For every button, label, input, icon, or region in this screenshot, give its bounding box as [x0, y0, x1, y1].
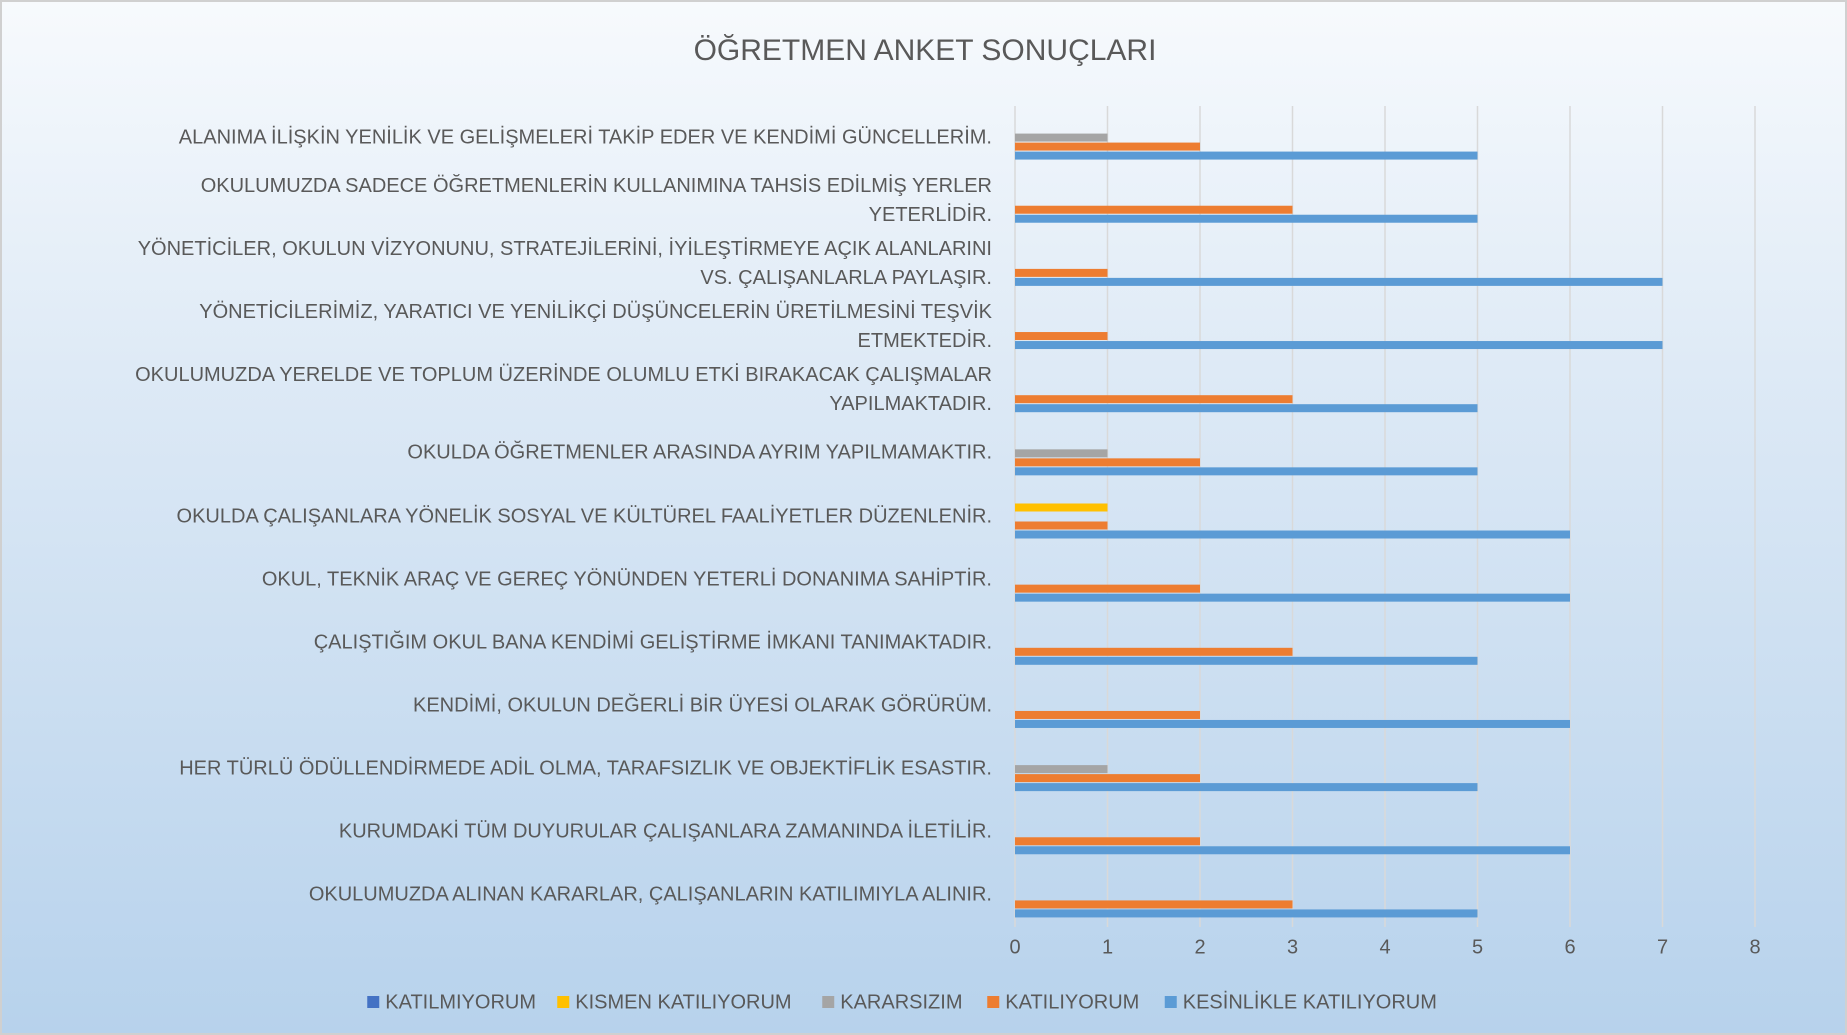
- y-tick-label: OKULUMUZDA YERELDE VE TOPLUM ÜZERİNDE OL…: [135, 364, 992, 416]
- y-tick-label: KURUMDAKİ TÜM DUYURULAR ÇALIŞANLARA ZAMA…: [338, 820, 992, 843]
- x-tick-label: 5: [1472, 936, 1483, 958]
- x-tick-label: 8: [1749, 936, 1760, 958]
- bar: [1015, 449, 1108, 458]
- bar: [1015, 900, 1293, 909]
- bar: [1015, 268, 1108, 277]
- bar: [1015, 332, 1108, 341]
- bar: [1015, 214, 1478, 223]
- bar: [1015, 133, 1108, 142]
- bar: [1015, 458, 1200, 467]
- bar: [1015, 205, 1293, 214]
- bar: [1015, 656, 1478, 665]
- y-tick-label: HER TÜRLÜ ÖDÜLLENDİRMEDE ADİL OLMA, TARA…: [179, 757, 992, 780]
- bar: [1015, 909, 1478, 918]
- legend-swatch: [557, 996, 570, 1008]
- legend-label: KISMEN KATILIYORUM: [575, 991, 791, 1013]
- y-tick-label: ÇALIŞTIĞIM OKUL BANA KENDİMİ GELİŞTİRME …: [313, 631, 992, 654]
- bar: [1015, 467, 1478, 476]
- legend-swatch: [367, 996, 380, 1008]
- y-tick-label: ALANIMA İLİŞKİN YENİLİK VE GELİŞMELERİ T…: [178, 126, 992, 149]
- bar: [1015, 837, 1200, 846]
- legend-label: KARARSIZIM: [840, 991, 962, 1013]
- bar: [1015, 846, 1570, 855]
- bar: [1015, 783, 1478, 792]
- bar: [1015, 341, 1663, 350]
- y-tick-label: OKULUMUZDA ALINAN KARARLAR, ÇALIŞANLARIN…: [308, 883, 992, 906]
- bar: [1015, 521, 1108, 530]
- x-tick-label: 1: [1102, 936, 1113, 958]
- legend-label: KATILMIYORUM: [385, 991, 536, 1013]
- legend-swatch: [987, 996, 1000, 1008]
- bar: [1015, 151, 1478, 160]
- bar: [1015, 765, 1108, 774]
- y-tick-label: OKULDA ÇALIŞANLARA YÖNELİK SOSYAL VE KÜL…: [176, 505, 992, 527]
- bar: [1015, 395, 1293, 404]
- legend-label: KESİNLİKLE KATILIYORUM: [1183, 990, 1437, 1013]
- bar: [1015, 277, 1663, 286]
- bar: [1015, 584, 1200, 593]
- legend-swatch: [822, 996, 835, 1008]
- y-tick-label: YÖNETİCİLERİMİZ, YARATICI VE YENİLİKÇİ D…: [199, 301, 992, 353]
- y-tick-label: OKULDA ÖĞRETMENLER ARASINDA AYRIM YAPILM…: [407, 441, 992, 464]
- x-tick-label: 0: [1009, 936, 1020, 958]
- bar: [1015, 503, 1108, 512]
- bar: [1015, 719, 1570, 728]
- y-tick-label: KENDİMİ, OKULUN DEĞERLİ BİR ÜYESİ OLARAK…: [413, 694, 992, 717]
- bar: [1015, 593, 1570, 602]
- bar: [1015, 142, 1200, 151]
- bar: [1015, 647, 1293, 656]
- y-tick-label: OKUL, TEKNİK ARAÇ VE GEREÇ YÖNÜNDEN YETE…: [261, 568, 992, 591]
- bar: [1015, 774, 1200, 783]
- x-tick-label: 6: [1564, 936, 1575, 958]
- legend-swatch: [1164, 996, 1177, 1008]
- x-tick-label: 3: [1287, 936, 1298, 958]
- bar: [1015, 530, 1570, 539]
- legend-label: KATILIYORUM: [1005, 991, 1139, 1013]
- x-tick-label: 2: [1194, 936, 1205, 958]
- bar: [1015, 404, 1478, 413]
- chart-title: ÖĞRETMEN ANKET SONUÇLARI: [694, 34, 1157, 67]
- x-tick-label: 7: [1657, 936, 1668, 958]
- bar: [1015, 710, 1200, 719]
- y-tick-label: YÖNETİCİLER, OKULUN VİZYONUNU, STRATEJİL…: [137, 237, 992, 289]
- x-tick-label: 4: [1379, 936, 1390, 958]
- y-tick-label: OKULUMUZDA SADECE ÖĞRETMENLERİN KULLANIM…: [200, 174, 992, 226]
